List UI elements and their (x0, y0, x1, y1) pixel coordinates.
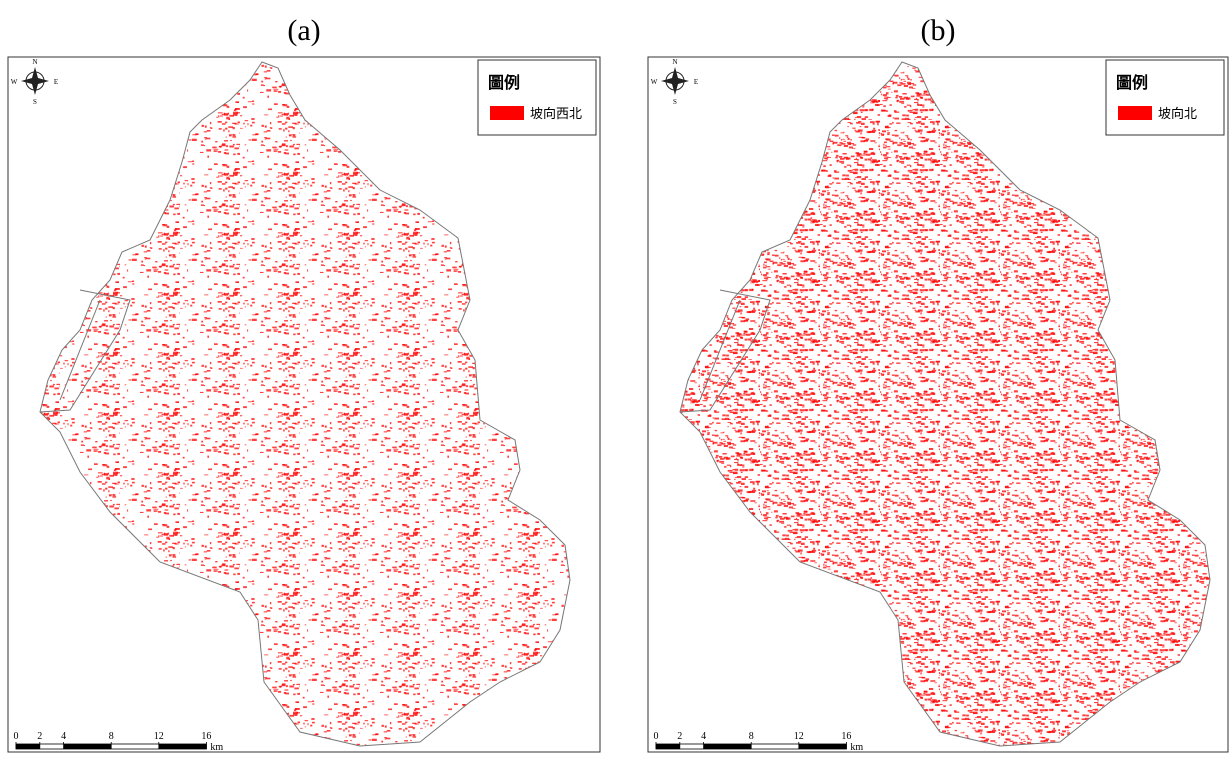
scale-bar-segment (16, 744, 40, 749)
legend-label: 坡向西北 (530, 106, 582, 121)
compass-s: S (673, 98, 677, 106)
scale-label: 2 (677, 731, 682, 742)
scale-label: 12 (794, 731, 804, 742)
scale-bar-segment (64, 744, 112, 749)
figure: NSWE02481216km(a)圖例坡向西北NSWE02481216km(b)… (0, 0, 1231, 758)
compass-rose (661, 67, 689, 95)
scale-unit: km (210, 742, 223, 753)
scale-bar-segment (704, 744, 752, 749)
scale-label: 16 (201, 731, 211, 742)
scale-unit: km (850, 742, 863, 753)
scale-label: 16 (841, 731, 851, 742)
compass-s: S (33, 98, 37, 106)
scale-label: 4 (61, 731, 66, 742)
legend-swatch (490, 106, 524, 120)
scale-label: 0 (14, 731, 19, 742)
scale-label: 8 (749, 731, 754, 742)
compass-e: E (54, 78, 58, 86)
region-fill (680, 62, 1210, 746)
compass-e: E (694, 78, 698, 86)
panel-label: (a) (287, 14, 320, 47)
legend-swatch (1118, 106, 1152, 120)
scale-label: 12 (154, 731, 164, 742)
legend-label: 坡向北 (1158, 106, 1197, 121)
compass-rose (21, 67, 49, 95)
scale-label: 4 (701, 731, 706, 742)
compass-w: W (651, 78, 658, 86)
scale-label: 2 (37, 731, 42, 742)
region-fill (40, 62, 570, 746)
scale-label: 8 (109, 731, 114, 742)
panel-label: (b) (921, 14, 956, 47)
scale-bar-segment (656, 744, 680, 749)
scale-bar-segment (159, 744, 207, 749)
legend-title: 圖例 (488, 73, 520, 92)
legend-box (478, 60, 596, 135)
scale-bar-segment (799, 744, 847, 749)
compass-n: N (32, 58, 37, 66)
page: NSWE02481216km(a)圖例坡向西北NSWE02481216km(b)… (0, 0, 1231, 758)
compass-w: W (11, 78, 18, 86)
legend-box (1106, 60, 1224, 135)
scale-label: 0 (654, 731, 659, 742)
compass-n: N (672, 58, 677, 66)
legend-title: 圖例 (1116, 73, 1148, 92)
